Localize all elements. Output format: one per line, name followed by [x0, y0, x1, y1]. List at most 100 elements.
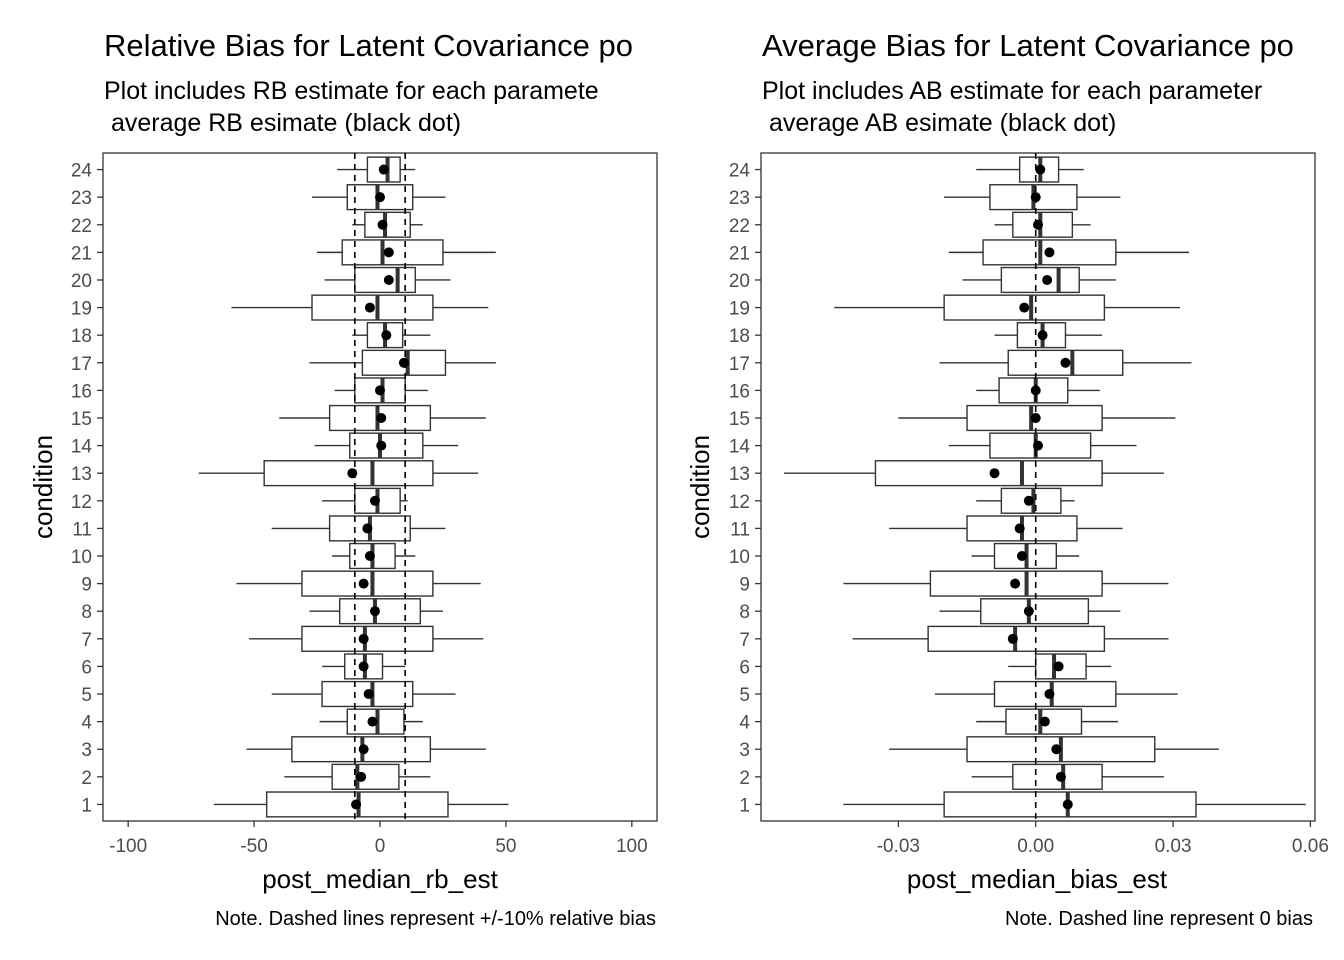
iqr-box: [354, 377, 406, 404]
rb-box-condition-16: [334, 377, 428, 404]
rb-box-condition-13: [198, 460, 479, 487]
rb-y-tick-label: 20: [71, 271, 92, 292]
ab-y-tick-label: 6: [739, 657, 750, 678]
ab-y-tick-label: 19: [729, 299, 750, 320]
rb-box-condition-19: [231, 294, 489, 321]
ab-box-condition-7: [852, 625, 1169, 652]
rb-box-condition-21: [317, 239, 496, 266]
ab-y-tick-label: 16: [729, 381, 750, 402]
iqr-box: [874, 460, 1103, 487]
mean-dot: [381, 330, 392, 341]
mean-dot: [1051, 744, 1062, 755]
ab-box-condition-10: [971, 542, 1080, 570]
rb-y-tick-label: 2: [81, 768, 92, 789]
ab-box-condition-6: [1008, 653, 1112, 680]
rb-y-tick-label: 9: [81, 575, 92, 596]
iqr-box: [341, 239, 444, 266]
mean-dot: [1055, 771, 1066, 782]
ab-x-tick-label: 0.03: [1155, 836, 1192, 857]
mean-dot: [364, 551, 375, 562]
ab-box-condition-12: [976, 487, 1075, 514]
ab-box-condition-9: [843, 570, 1169, 597]
ab-box-condition-11: [889, 515, 1123, 542]
mean-dot: [1060, 357, 1071, 368]
ab-box-condition-18: [994, 322, 1103, 349]
rb-title: Relative Bias for Latent Covariance po: [104, 28, 633, 63]
rb-y-axis-title: condition: [28, 435, 58, 539]
ab-box-condition-21: [948, 239, 1190, 266]
mean-dot: [989, 468, 1000, 479]
rb-box-condition-17: [309, 349, 496, 376]
rb-box-condition-24: [337, 156, 416, 183]
rb-box-condition-22: [352, 211, 423, 238]
rb-box-condition-8: [309, 598, 443, 625]
ab-x-tick-label: 0.00: [1017, 836, 1054, 857]
rb-x-axis-title: post_median_rb_est: [262, 864, 498, 894]
ab-box-condition-14: [948, 432, 1137, 459]
ab-box-condition-1: [843, 791, 1306, 818]
rb-y-tick-label: 13: [71, 464, 92, 485]
ab-y-tick-label: 11: [730, 519, 750, 540]
mean-dot: [398, 357, 409, 368]
mean-dot: [376, 440, 387, 451]
ab-y-tick-label: 20: [729, 271, 750, 292]
ab-y-tick-label: 9: [739, 575, 750, 596]
mean-dot: [358, 578, 369, 589]
rb-x-tick-label: -50: [240, 836, 267, 857]
rb-y-tick-label: 19: [71, 299, 92, 320]
mean-dot: [1007, 633, 1018, 644]
ab-subtitle-line-1: Plot includes AB estimate for each param…: [762, 77, 1262, 105]
ab-y-tick-label: 17: [729, 354, 750, 375]
ab-box-condition-5: [934, 680, 1178, 708]
rb-panel: Relative Bias for Latent Covariance po P…: [28, 28, 658, 930]
mean-dot: [1053, 661, 1064, 672]
rb-y-tick-label: 7: [81, 630, 92, 651]
rb-box-condition-12: [322, 487, 408, 514]
rb-box-condition-3: [246, 736, 486, 763]
mean-dot: [347, 468, 358, 479]
rb-box-condition-20: [324, 266, 451, 294]
ab-box-condition-23: [944, 184, 1121, 211]
rb-box-condition-5: [271, 680, 456, 708]
ab-x-axis-title: post_median_bias_est: [907, 864, 1168, 894]
mean-dot: [1023, 495, 1034, 506]
rb-y-tick-label: 24: [71, 161, 93, 182]
mean-dot: [356, 771, 367, 782]
rb-box-condition-1: [213, 791, 509, 818]
ab-y-tick-label: 7: [739, 630, 750, 651]
rb-x-tick-label: 0: [375, 836, 386, 857]
rb-y-tick-label: 16: [71, 381, 92, 402]
rb-y-tick-label: 17: [71, 354, 92, 375]
ab-box-condition-3: [889, 736, 1219, 763]
ab-y-tick-label: 1: [739, 795, 750, 816]
ab-box-condition-16: [976, 377, 1100, 404]
ab-y-tick-label: 10: [729, 547, 750, 568]
rb-box-condition-23: [312, 184, 446, 211]
ab-box-condition-22: [994, 211, 1091, 238]
rb-y-tick-label: 5: [81, 685, 92, 706]
rb-x-tick-label: 50: [495, 836, 516, 857]
iqr-box: [1000, 266, 1080, 294]
rb-y-tick-label: 12: [71, 492, 92, 513]
mean-dot: [1062, 799, 1073, 810]
ab-y-axis-title: condition: [685, 435, 715, 539]
rb-subtitle-line-1: Plot includes RB estimate for each param…: [104, 77, 599, 105]
rb-y-tick-label: 4: [81, 713, 92, 734]
ab-box-condition-19: [834, 294, 1180, 321]
rb-y-tick-label: 8: [81, 602, 92, 623]
ab-y-tick-label: 3: [739, 740, 750, 761]
ab-box-condition-2: [971, 763, 1164, 790]
ab-y-tick-label: 23: [729, 188, 750, 209]
rb-y-tick-label: 10: [71, 547, 92, 568]
ab-panel: Average Bias for Latent Covariance po Pl…: [685, 28, 1329, 930]
iqr-box: [339, 598, 421, 625]
ab-x-tick-label: 0.06: [1292, 836, 1329, 857]
rb-y-tick-label: 6: [81, 657, 92, 678]
rb-y-tick-label: 18: [71, 326, 92, 347]
mean-dot: [351, 799, 362, 810]
mean-dot: [383, 247, 394, 258]
rb-box-condition-6: [322, 653, 406, 680]
ab-y-tick-label: 22: [729, 216, 750, 237]
rb-x-tick-label: 100: [616, 836, 648, 857]
